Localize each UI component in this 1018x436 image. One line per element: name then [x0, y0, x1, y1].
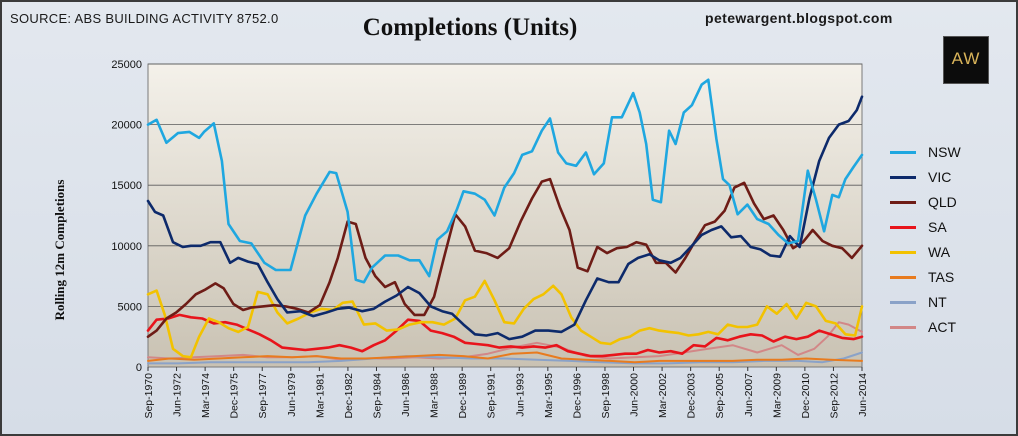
x-tick-label: Sep-1984 — [371, 373, 383, 419]
x-tick-label: Jun-2014 — [857, 373, 869, 417]
legend-swatch — [890, 301, 916, 304]
y-tick-label: 15000 — [111, 180, 142, 192]
y-tick-label: 0 — [136, 362, 142, 374]
legend-label: SA — [928, 219, 947, 235]
x-tick-label: Mar-1995 — [543, 373, 555, 418]
series-line-nsw — [146, 78, 864, 284]
legend-swatch — [890, 326, 916, 329]
legend-label: QLD — [928, 194, 957, 210]
brand-logo: AW — [943, 36, 989, 84]
x-tick-label: Mar-1981 — [314, 373, 326, 418]
x-tick-label: Jun-2007 — [743, 373, 755, 417]
series-line-nt — [147, 351, 863, 365]
legend-swatch — [890, 151, 916, 154]
legend-swatch — [890, 276, 916, 279]
x-tick-label: Mar-1988 — [429, 373, 441, 418]
series-group — [146, 78, 864, 365]
legend-swatch — [890, 226, 916, 229]
legend-label: WA — [928, 244, 951, 260]
x-tick-label: Jun-1993 — [514, 373, 526, 417]
legend-label: VIC — [928, 169, 952, 185]
legend-label: NSW — [928, 144, 961, 160]
site-link[interactable]: petewargent.blogspot.com — [705, 10, 893, 26]
series-line-sa — [146, 313, 864, 358]
x-tick-label: Dec-2010 — [800, 373, 812, 419]
y-tick-label: 5000 — [118, 301, 142, 313]
x-tick-label: Mar-1974 — [200, 373, 212, 418]
x-tick-label: Jun-2000 — [629, 373, 641, 417]
x-tick-label: Jun-1986 — [400, 373, 412, 417]
x-tick-label: Sep-1970 — [143, 373, 155, 419]
legend-label: TAS — [928, 269, 955, 285]
x-tick-label: Dec-1996 — [571, 373, 583, 419]
series-line-wa — [146, 279, 864, 359]
series-line-qld — [146, 177, 864, 339]
x-tick-label: Sep-1991 — [486, 373, 498, 419]
y-axis-label: Rolling 12m Completions — [52, 179, 67, 321]
source-note: SOURCE: ABS BUILDING ACTIVITY 8752.0 — [10, 11, 279, 26]
x-tick-label: Mar-2002 — [657, 373, 669, 418]
x-tick-label: Sep-1977 — [257, 373, 269, 419]
x-tick-label: Sep-1998 — [600, 373, 612, 419]
legend-label: ACT — [928, 319, 956, 335]
axes-group: 0 5000 10000 15000 20000 25000 Sep-1970 Jun-197… — [111, 59, 869, 419]
chart-title: Completions (Units) — [362, 14, 578, 41]
x-tick-label: Jun-1972 — [172, 373, 184, 417]
legend-swatch — [890, 176, 916, 179]
x-tick-label: Dec-2003 — [686, 373, 698, 419]
y-tick-label: 25000 — [111, 59, 142, 71]
x-tick-label: Dec-1975 — [229, 373, 241, 419]
legend-swatch — [890, 201, 916, 204]
y-tick-label: 20000 — [111, 120, 142, 132]
series-line-tas — [147, 351, 863, 364]
x-tick-label: Mar-2009 — [771, 373, 783, 418]
legend-label: NT — [928, 294, 947, 310]
x-tick-label: Sep-2005 — [714, 373, 726, 419]
logo-text: AW — [951, 49, 981, 68]
x-tick-label: Jun-1979 — [286, 373, 298, 417]
plot-area — [147, 63, 863, 368]
x-tick-label: Dec-1982 — [343, 373, 355, 419]
x-tick-label: Dec-1989 — [457, 373, 469, 419]
x-tick-label: Sep-2012 — [828, 373, 840, 419]
legend-swatch — [890, 251, 916, 254]
y-tick-label: 10000 — [111, 241, 142, 253]
series-line-vic — [146, 95, 864, 341]
